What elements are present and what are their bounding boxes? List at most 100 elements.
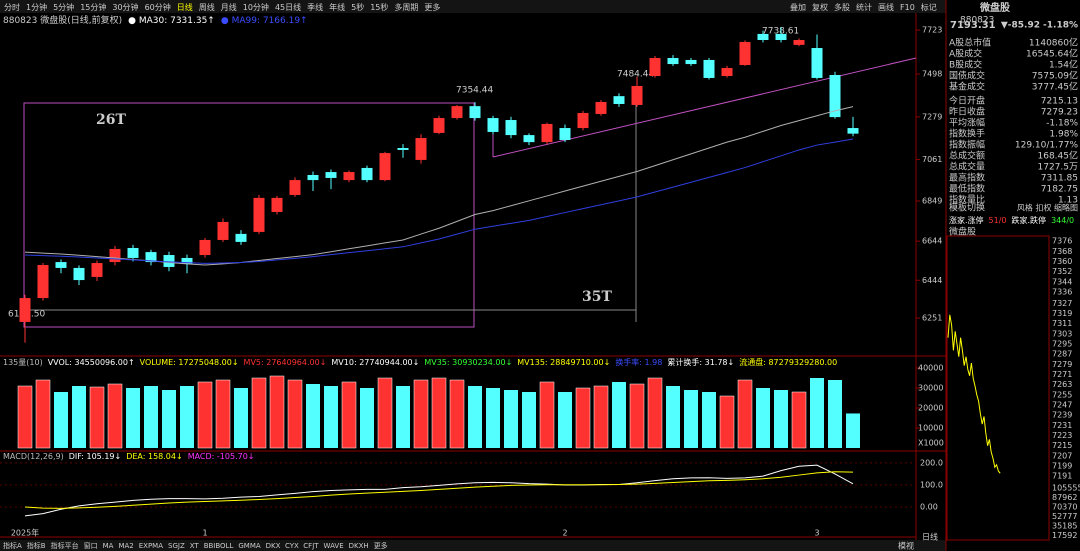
indicator-tab[interactable]: GMMA (238, 542, 261, 550)
volume-indicator: MV5: 27640964.00↓ (244, 358, 327, 367)
y-tick-label: 6444 (922, 276, 942, 285)
volume-bar (287, 379, 303, 449)
tool-button[interactable]: 画线 (878, 2, 894, 12)
indicator-tab[interactable]: CYX (285, 542, 299, 550)
period-tab[interactable]: 60分钟 (145, 2, 171, 12)
period-tab[interactable]: 30分钟 (112, 2, 138, 12)
candle-body (199, 239, 211, 256)
tool-button[interactable]: 多股 (834, 2, 850, 12)
y-tick-label: 30000 (918, 384, 943, 393)
period-tab[interactable]: 季线 (307, 2, 323, 12)
indicator-tab[interactable]: XT (190, 542, 200, 550)
volume-bar (396, 386, 410, 448)
tool-button[interactable]: F10 (900, 3, 915, 12)
candle-body (433, 118, 445, 133)
volume-indicator: VVOL: 34550096.00↑ (48, 358, 135, 367)
volume-bar (629, 383, 645, 449)
volume-bar (431, 377, 447, 449)
indicator-tab-row: 指标A 指标B 指标平台 窗口 MA MA2 EXPMA SGJZ XT BBIBOLL GMMA D… (3, 541, 388, 550)
candle-body (649, 58, 661, 76)
indicator-tab[interactable]: MA2 (118, 542, 133, 550)
period-tab[interactable]: 月线 (221, 2, 237, 12)
volume-indicator: MV35: 30930234.00↓ (424, 358, 512, 367)
period-tab[interactable]: 分时 (4, 2, 20, 12)
period-tab[interactable]: 1分钟 (26, 2, 47, 12)
candle-body (631, 85, 643, 105)
indicator-tab[interactable]: DKX (266, 542, 281, 550)
candle-body (181, 257, 193, 265)
y-tick-label: 7723 (922, 26, 942, 35)
period-tab[interactable]: 15分钟 (80, 2, 106, 12)
indicator-tab[interactable]: 指标B (27, 541, 46, 550)
period-tab[interactable]: 45日线 (275, 2, 301, 12)
y-tick-label: 6849 (922, 197, 942, 206)
period-label: 日线 (922, 532, 938, 542)
volume-indicator-row: 135量(10) VVOL: 34550096.00↑ VOLUME: 172750… (3, 357, 837, 367)
y-tick-label: 0.00 (920, 503, 938, 512)
period-tab[interactable]: 10分钟 (243, 2, 269, 12)
candle-body (289, 180, 301, 195)
volume-bar (702, 392, 716, 448)
volume-bar (324, 386, 338, 448)
indicator-tab[interactable]: BBIBOLL (204, 542, 234, 550)
period-tab[interactable]: 更多 (424, 2, 440, 12)
tool-button[interactable]: 叠加 (790, 2, 806, 12)
trend-line (492, 57, 917, 158)
indicator-tab[interactable]: 指标A (3, 541, 22, 550)
indicator-tab[interactable]: EXPMA (139, 542, 163, 550)
indicator-tab[interactable]: 窗口 (84, 541, 98, 550)
y-tick-label: 7061 (922, 155, 942, 164)
volume-indicator: 换手率: 1.98 (615, 357, 662, 367)
quote-value: 168.45亿 (1038, 150, 1079, 162)
mini-vol-label: 52777 (1052, 512, 1077, 521)
quote-value: 7182.75 (1041, 185, 1078, 195)
volume-bar (413, 379, 429, 449)
indicator-tab[interactable]: CFJT (303, 542, 319, 550)
period-tab[interactable]: 5分钟 (53, 2, 74, 12)
period-tab[interactable]: 5秒 (351, 2, 364, 12)
period-tab[interactable]: 日线 (177, 2, 193, 12)
candle-body (451, 106, 463, 119)
candle-body (541, 123, 553, 143)
indicator-tab[interactable]: 指标平台 (51, 541, 79, 550)
bottom-right[interactable]: 模视 (898, 541, 914, 551)
volume-bar (377, 377, 393, 449)
volume-bar (72, 386, 86, 448)
candle-body (847, 128, 859, 134)
volume-bar (774, 390, 788, 448)
date-label: 3 (814, 529, 819, 538)
mini-tick-label: 7263 (1052, 380, 1072, 389)
tool-button[interactable]: 标记 (921, 2, 937, 12)
candle-body (667, 58, 679, 65)
candle-body (37, 265, 49, 299)
candle-body (703, 59, 715, 78)
indicator-tab[interactable]: MA (103, 542, 114, 550)
volume-bar (234, 388, 248, 448)
mini-vol-label: 35185 (1052, 522, 1077, 531)
mini-vol-label: 87962 (1052, 493, 1077, 502)
y-tick-label: 200.0 (920, 458, 943, 467)
quote-value: 1140860亿 (1029, 37, 1078, 49)
indicator-tab[interactable]: WAVE (324, 542, 344, 550)
mini-tick-label: 7360 (1052, 257, 1072, 266)
period-tab[interactable]: 年线 (329, 2, 345, 12)
volume-bar (269, 375, 285, 449)
period-tab[interactable]: 多周期 (394, 2, 418, 12)
candle-body (55, 262, 67, 268)
y-tick-label: 40000 (918, 364, 943, 373)
info-item: 880823 微盘股(日线,前复权) (3, 14, 122, 26)
tool-button[interactable]: 复权 (812, 2, 828, 12)
bottom-bar (0, 540, 946, 551)
mini-title: 微盘股 (949, 226, 976, 238)
template-options[interactable]: 风格 扣权 缩略图 (1017, 203, 1078, 213)
indicator-tab[interactable]: 更多 (374, 541, 388, 550)
tool-button[interactable]: 统计 (856, 2, 872, 12)
period-tab[interactable]: 15秒 (370, 2, 388, 12)
indicator-tab[interactable]: DKXH (349, 542, 369, 550)
period-tab[interactable]: 周线 (199, 2, 215, 12)
quote-label: 指数振幅 (949, 139, 985, 151)
indicator-tab[interactable]: SGJZ (168, 542, 185, 550)
volume-bar (486, 388, 500, 448)
y-tick-label: 6251 (922, 314, 942, 323)
